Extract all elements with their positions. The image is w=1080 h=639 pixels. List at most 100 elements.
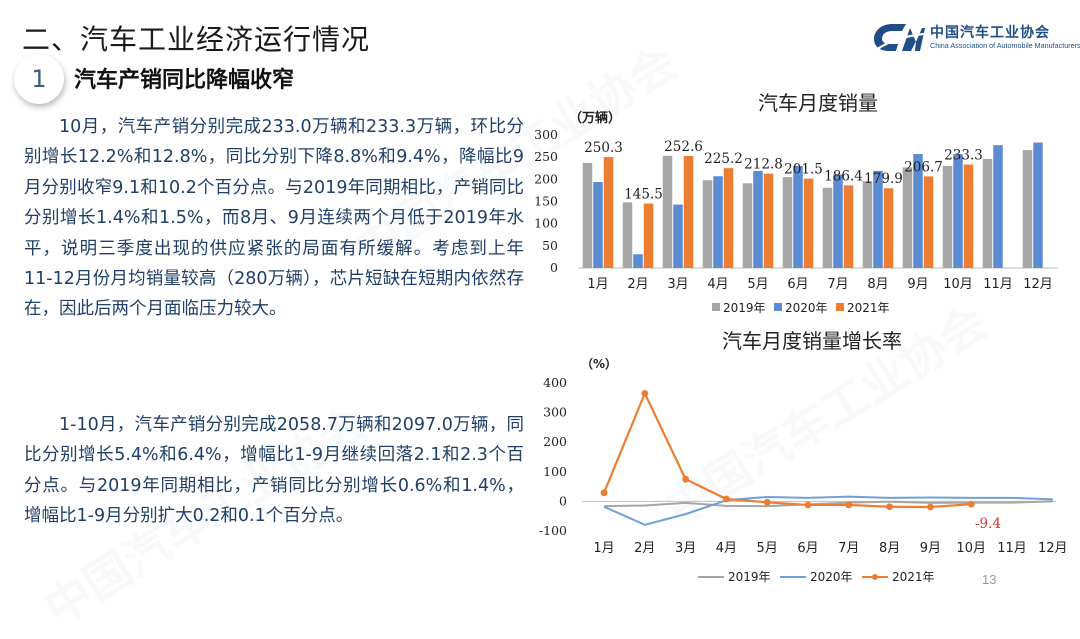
y-tick-label: 300 <box>543 405 567 420</box>
logo-name-cn: 中国汽车工业协会 <box>930 25 1050 41</box>
x-tick-label: 9月 <box>907 277 928 292</box>
y-tick-label: 0 <box>550 260 558 275</box>
data-label: 233.3 <box>944 148 983 164</box>
legend-marker <box>872 574 878 580</box>
page-number: 13 <box>982 572 997 587</box>
y-tick-label: -100 <box>539 523 567 538</box>
chart-title: 汽车月度销量增长率 <box>722 329 902 353</box>
data-label: 252.6 <box>664 139 703 155</box>
x-tick-label: 12月 <box>1023 277 1053 292</box>
y-tick-label: 200 <box>543 434 567 449</box>
data-label: 186.4 <box>824 168 863 184</box>
logo[interactable]: 中国汽车工业协会 China Association of Automobile… <box>872 18 1080 62</box>
x-tick-label: 10月 <box>956 541 986 556</box>
bar-2020年-12月 <box>1033 142 1043 268</box>
x-tick-label: 6月 <box>787 277 808 292</box>
bar-2021年-7月 <box>843 185 854 268</box>
x-tick-label: 8月 <box>867 277 888 292</box>
point-2021年 <box>967 500 975 508</box>
chart-title: 汽车月度销量 <box>758 91 878 115</box>
data-label: 206.7 <box>904 159 943 175</box>
paragraph-october: 10月，汽车产销分别完成233.0万辆和233.3万辆，环比分别增长12.2%和… <box>24 117 524 320</box>
legend-label: 2020年 <box>810 570 853 584</box>
x-tick-label: 12月 <box>1038 541 1068 556</box>
bar-2019年-3月 <box>662 155 673 268</box>
point-2021年 <box>927 503 934 511</box>
bar-2021年-10月 <box>963 164 974 268</box>
y-tick-label: 100 <box>543 464 567 479</box>
series-line-2019年 <box>603 500 1053 508</box>
bar-2021年-3月 <box>683 156 694 268</box>
x-tick-label: 1月 <box>587 277 608 292</box>
point-2021年 <box>763 498 771 506</box>
x-tick-label: 5月 <box>757 541 778 556</box>
logo-mark-icon <box>874 24 925 51</box>
bar-2019年-5月 <box>742 183 753 268</box>
x-tick-label: 11月 <box>997 541 1027 556</box>
bar-2019年-11月 <box>982 158 993 268</box>
bar-2020年-9月 <box>913 154 923 268</box>
legend-label: 2021年 <box>847 301 890 315</box>
data-label: 212.8 <box>744 157 783 173</box>
legend-swatch-2020年 <box>774 303 782 311</box>
bar-2020年-10月 <box>953 154 963 268</box>
series-line-2021年 <box>602 390 972 509</box>
x-tick-label: 7月 <box>827 277 848 292</box>
x-tick-label: 11月 <box>983 277 1013 292</box>
point-2021年 <box>723 495 730 503</box>
x-tick-label: 2月 <box>634 541 655 556</box>
bar-2020年-11月 <box>993 145 1003 268</box>
bar-2019年-6月 <box>782 177 793 268</box>
x-tick-label: 8月 <box>879 541 900 556</box>
data-label: 145.5 <box>624 186 663 202</box>
charts-canvas: 汽车月度销量 （万辆） 0 50 100 150 200 250 300 250.3 145.5 25… <box>534 91 1068 584</box>
bar-2020年-3月 <box>673 204 683 268</box>
x-tick-label: 2月 <box>627 277 648 292</box>
x-tick-label: 3月 <box>675 541 696 556</box>
y-tick-label: 150 <box>534 194 558 209</box>
data-label: 179.9 <box>864 171 903 187</box>
x-tick-label: 3月 <box>667 277 688 292</box>
bar-2020年-1月 <box>593 181 603 268</box>
legend-label: 2019年 <box>728 570 771 584</box>
bar-2021年-8月 <box>883 188 894 268</box>
bar-2019年-7月 <box>822 187 833 268</box>
y-tick-label: 400 <box>543 375 567 390</box>
logo-name-en: China Association of Automobile Manufact… <box>930 41 1080 50</box>
legend-label: 2019年 <box>723 301 766 315</box>
subsection-title: 汽车产销同比降幅收窄 <box>74 68 295 93</box>
bar-2021年-1月 <box>603 157 614 268</box>
x-tick-label: 7月 <box>838 541 859 556</box>
y-tick-label: 300 <box>534 127 558 142</box>
bar-2020年-7月 <box>833 174 843 268</box>
y-tick-label: 0 <box>559 493 567 508</box>
y-tick-label: 250 <box>534 149 558 164</box>
bar-2019年-1月 <box>582 162 593 268</box>
subsection-number: 1 <box>14 54 64 104</box>
x-tick-label: 4月 <box>716 541 737 556</box>
bar-2019年-10月 <box>942 166 953 268</box>
bar-2019年-2月 <box>622 202 633 268</box>
y-tick-label: 100 <box>534 216 558 231</box>
section-title: 二、汽车工业经济运行情况 <box>22 23 371 56</box>
point-2021年 <box>682 475 689 483</box>
point-2021年 <box>845 501 853 509</box>
legend-label: 2020年 <box>785 301 828 315</box>
data-label: 225.2 <box>704 151 743 167</box>
point-2021年 <box>886 503 893 511</box>
y-axis-label: （%） <box>581 356 617 371</box>
bar-2021年-9月 <box>923 176 934 268</box>
bar-2020年-6月 <box>793 166 803 268</box>
bar-2021年-5月 <box>763 173 774 268</box>
y-axis-label: （万辆） <box>569 110 621 126</box>
series-line-2020年 <box>603 495 1053 526</box>
point-2021年 <box>600 489 608 497</box>
bar-2019年-9月 <box>902 167 913 268</box>
data-label: 201.5 <box>784 162 823 178</box>
point-2021年 <box>804 501 812 509</box>
bar-2021年-4月 <box>723 168 734 268</box>
paragraph-ytd: 1-10月，汽车产销分别完成2058.7万辆和2097.0万辆，同比分别增长5.… <box>24 415 524 527</box>
y-tick-label: 200 <box>534 171 558 186</box>
bar-2019年-12月 <box>1022 150 1033 268</box>
legend-swatch-2021年 <box>836 303 844 311</box>
